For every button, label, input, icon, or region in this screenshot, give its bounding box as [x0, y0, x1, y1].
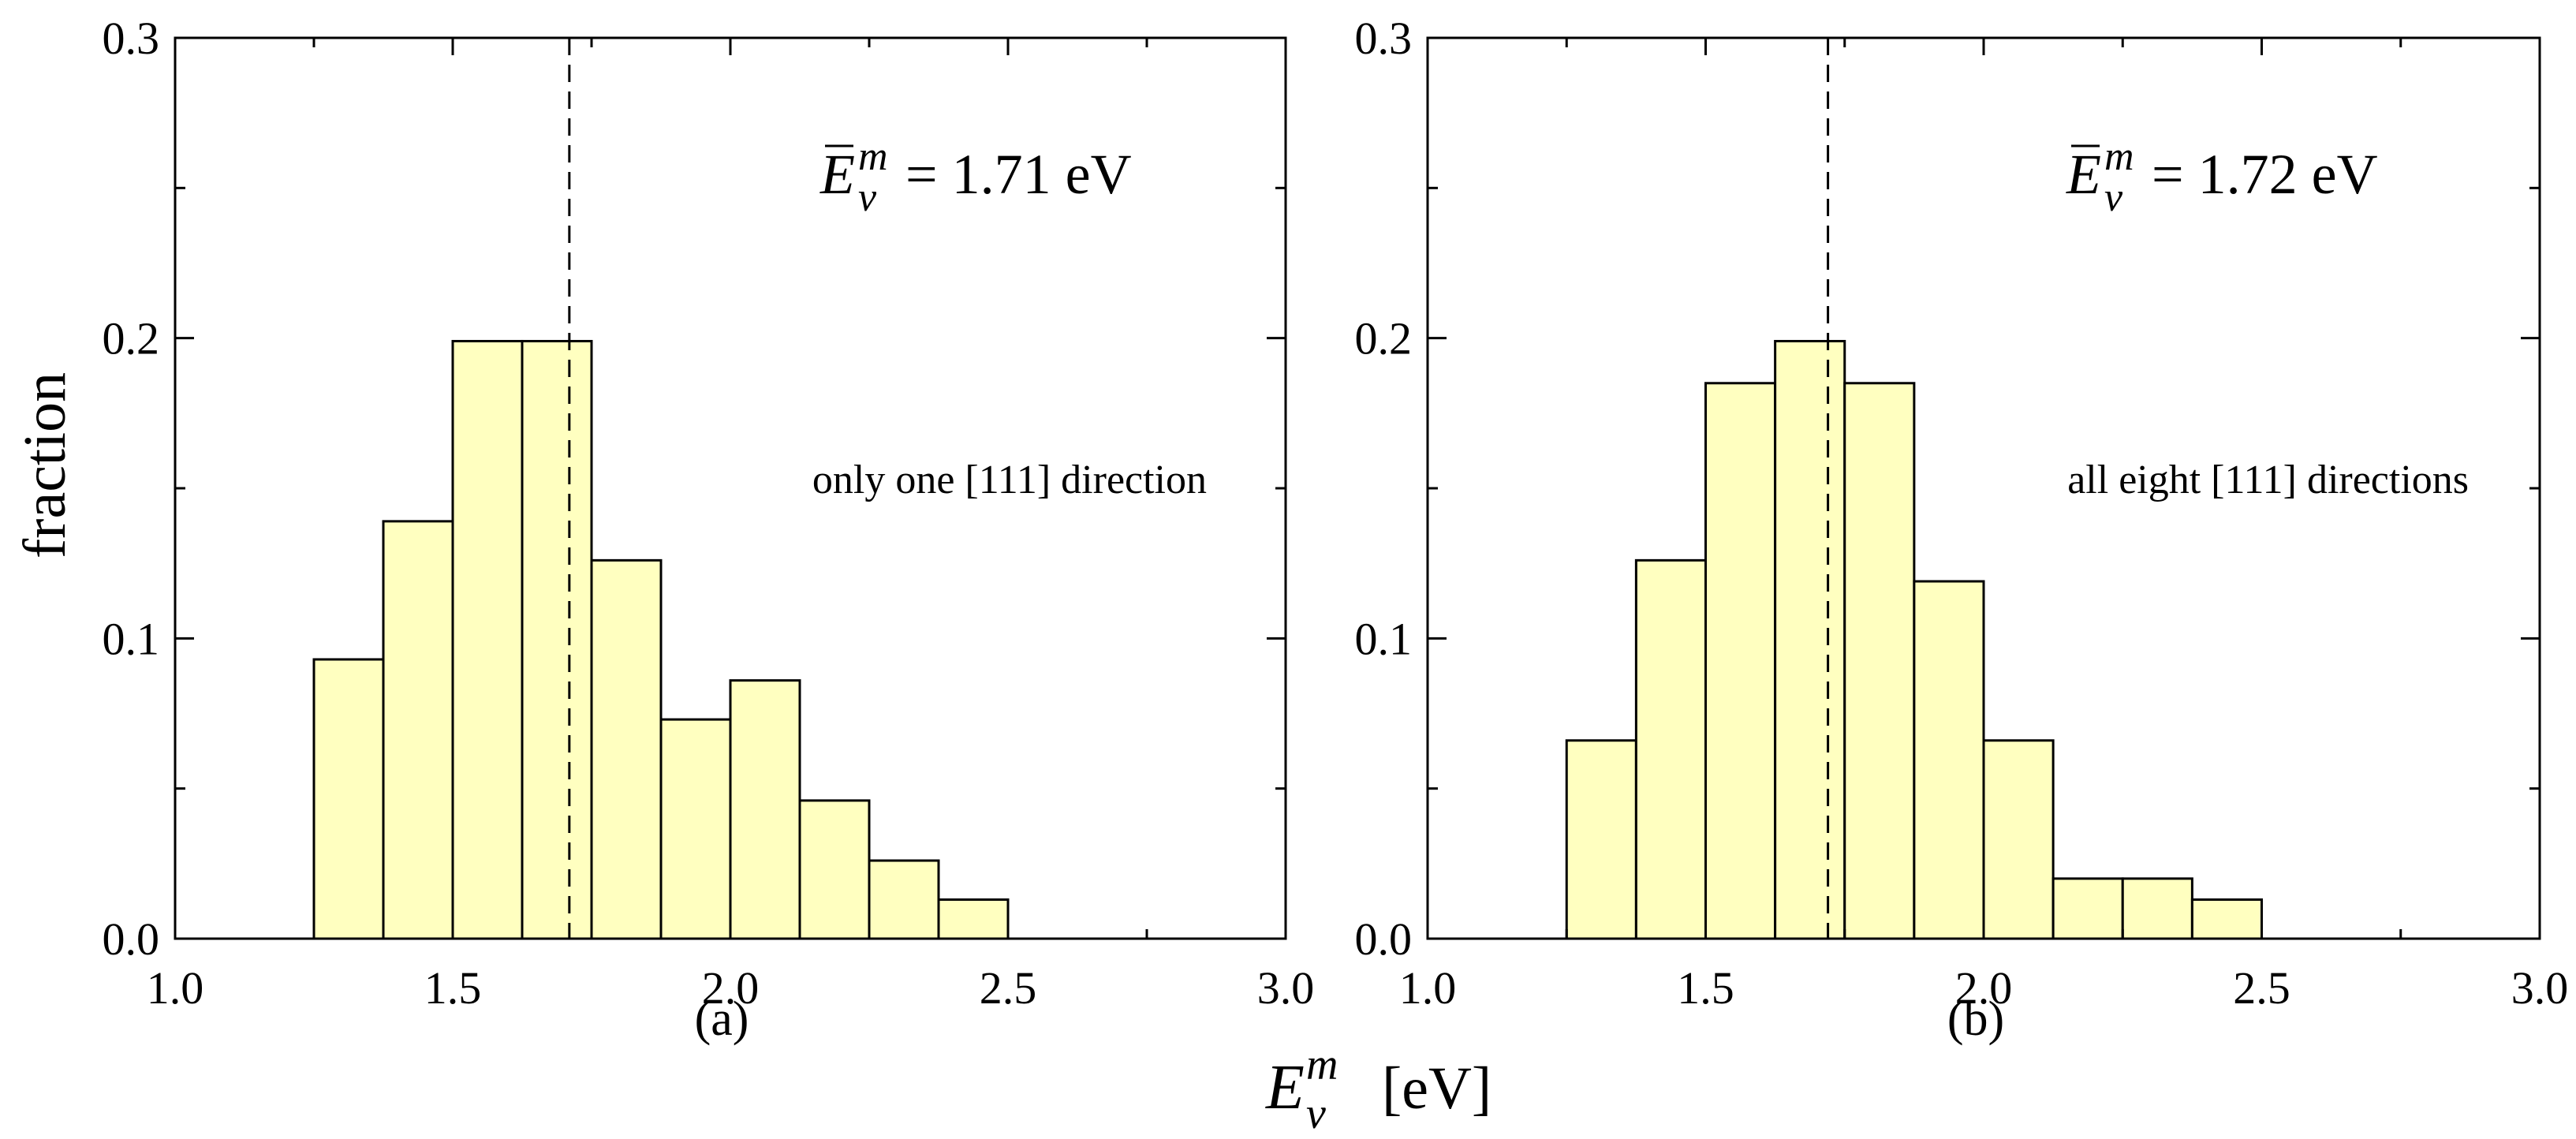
- y-tick-label: 0.1: [1355, 613, 1413, 664]
- mean-label-symbol: E: [819, 143, 855, 206]
- mean-label-superscript: m: [2104, 134, 2134, 179]
- x-tick-label: 2.5: [2233, 962, 2290, 1014]
- histogram-bar: [1843, 382, 1916, 940]
- x-tick-label: 1.0: [147, 962, 204, 1014]
- y-tick-label: 0.0: [1355, 913, 1413, 965]
- histogram-bar: [868, 859, 940, 940]
- mean-label-value: = 1.71 eV: [905, 143, 1132, 206]
- x-tick-label: 1.0: [1399, 962, 1457, 1014]
- x-tick-label: 2.0: [702, 962, 760, 1014]
- histogram-bar: [729, 679, 801, 940]
- histogram-bar: [2121, 877, 2193, 940]
- x-tick-label: 1.5: [424, 962, 482, 1014]
- mean-label-subscript: v: [858, 175, 877, 220]
- histogram-bar: [1774, 339, 1846, 940]
- mean-label-symbol: E: [2066, 143, 2101, 206]
- histogram-bar: [659, 718, 732, 940]
- x-tick-label: 2.0: [1955, 962, 2013, 1014]
- histogram-bar: [937, 898, 1010, 940]
- panel-b: 1.0 1.5 2.0 2.5 3.0 0.0 0.1 0.2 0.3 all eight [11…: [1355, 13, 2569, 1046]
- x-tick-label: 2.5: [980, 962, 1037, 1014]
- mean-label-superscript: m: [858, 134, 888, 179]
- histogram-bar: [1565, 739, 1637, 940]
- x-axis-label: E m v [eV]: [1265, 1040, 1491, 1138]
- histogram-bar: [2051, 877, 2124, 940]
- mean-label-value: = 1.72 eV: [2152, 143, 2378, 206]
- histogram-bar: [1982, 739, 2055, 940]
- panel-annotation: all eight [111] directions: [2067, 457, 2469, 502]
- histogram-bar: [1634, 558, 1707, 940]
- x-axis-label-superscript: m: [1306, 1040, 1338, 1089]
- histogram-bar: [590, 558, 663, 940]
- histogram-bar: [1704, 382, 1777, 940]
- panel-label: (a): [695, 992, 749, 1046]
- x-axis-label-symbol: E: [1265, 1053, 1305, 1122]
- panel-a: 1.0 1.5 2.0 2.5 3.0 0.0 0.1 0.2 0.3 only one [111…: [103, 13, 1315, 1046]
- histogram-bar: [1913, 580, 1985, 940]
- y-tick-label: 0.3: [103, 13, 160, 64]
- y-axis-label: fraction: [12, 372, 78, 558]
- panel-label: (b): [1947, 992, 2004, 1046]
- mean-label-subscript: v: [2104, 175, 2123, 220]
- histogram-bar: [382, 520, 454, 940]
- histogram-bar: [798, 799, 871, 940]
- histogram-bar: [451, 339, 524, 940]
- y-tick-label: 0.2: [103, 313, 160, 364]
- y-tick-label: 0.0: [103, 913, 160, 965]
- histogram-bar: [312, 658, 385, 940]
- y-tick-label: 0.2: [1355, 313, 1413, 364]
- panel-annotation: only one [111] direction: [812, 457, 1207, 502]
- histogram-bar: [2190, 898, 2263, 940]
- x-axis-label-unit: [eV]: [1382, 1055, 1491, 1122]
- x-tick-label: 3.0: [2511, 962, 2569, 1014]
- x-tick-label: 3.0: [1257, 962, 1315, 1014]
- histogram-bar: [521, 339, 593, 940]
- x-axis-label-subscript: v: [1306, 1089, 1326, 1138]
- x-tick-label: 1.5: [1677, 962, 1734, 1014]
- y-tick-label: 0.1: [103, 613, 160, 664]
- y-tick-label: 0.3: [1355, 13, 1413, 64]
